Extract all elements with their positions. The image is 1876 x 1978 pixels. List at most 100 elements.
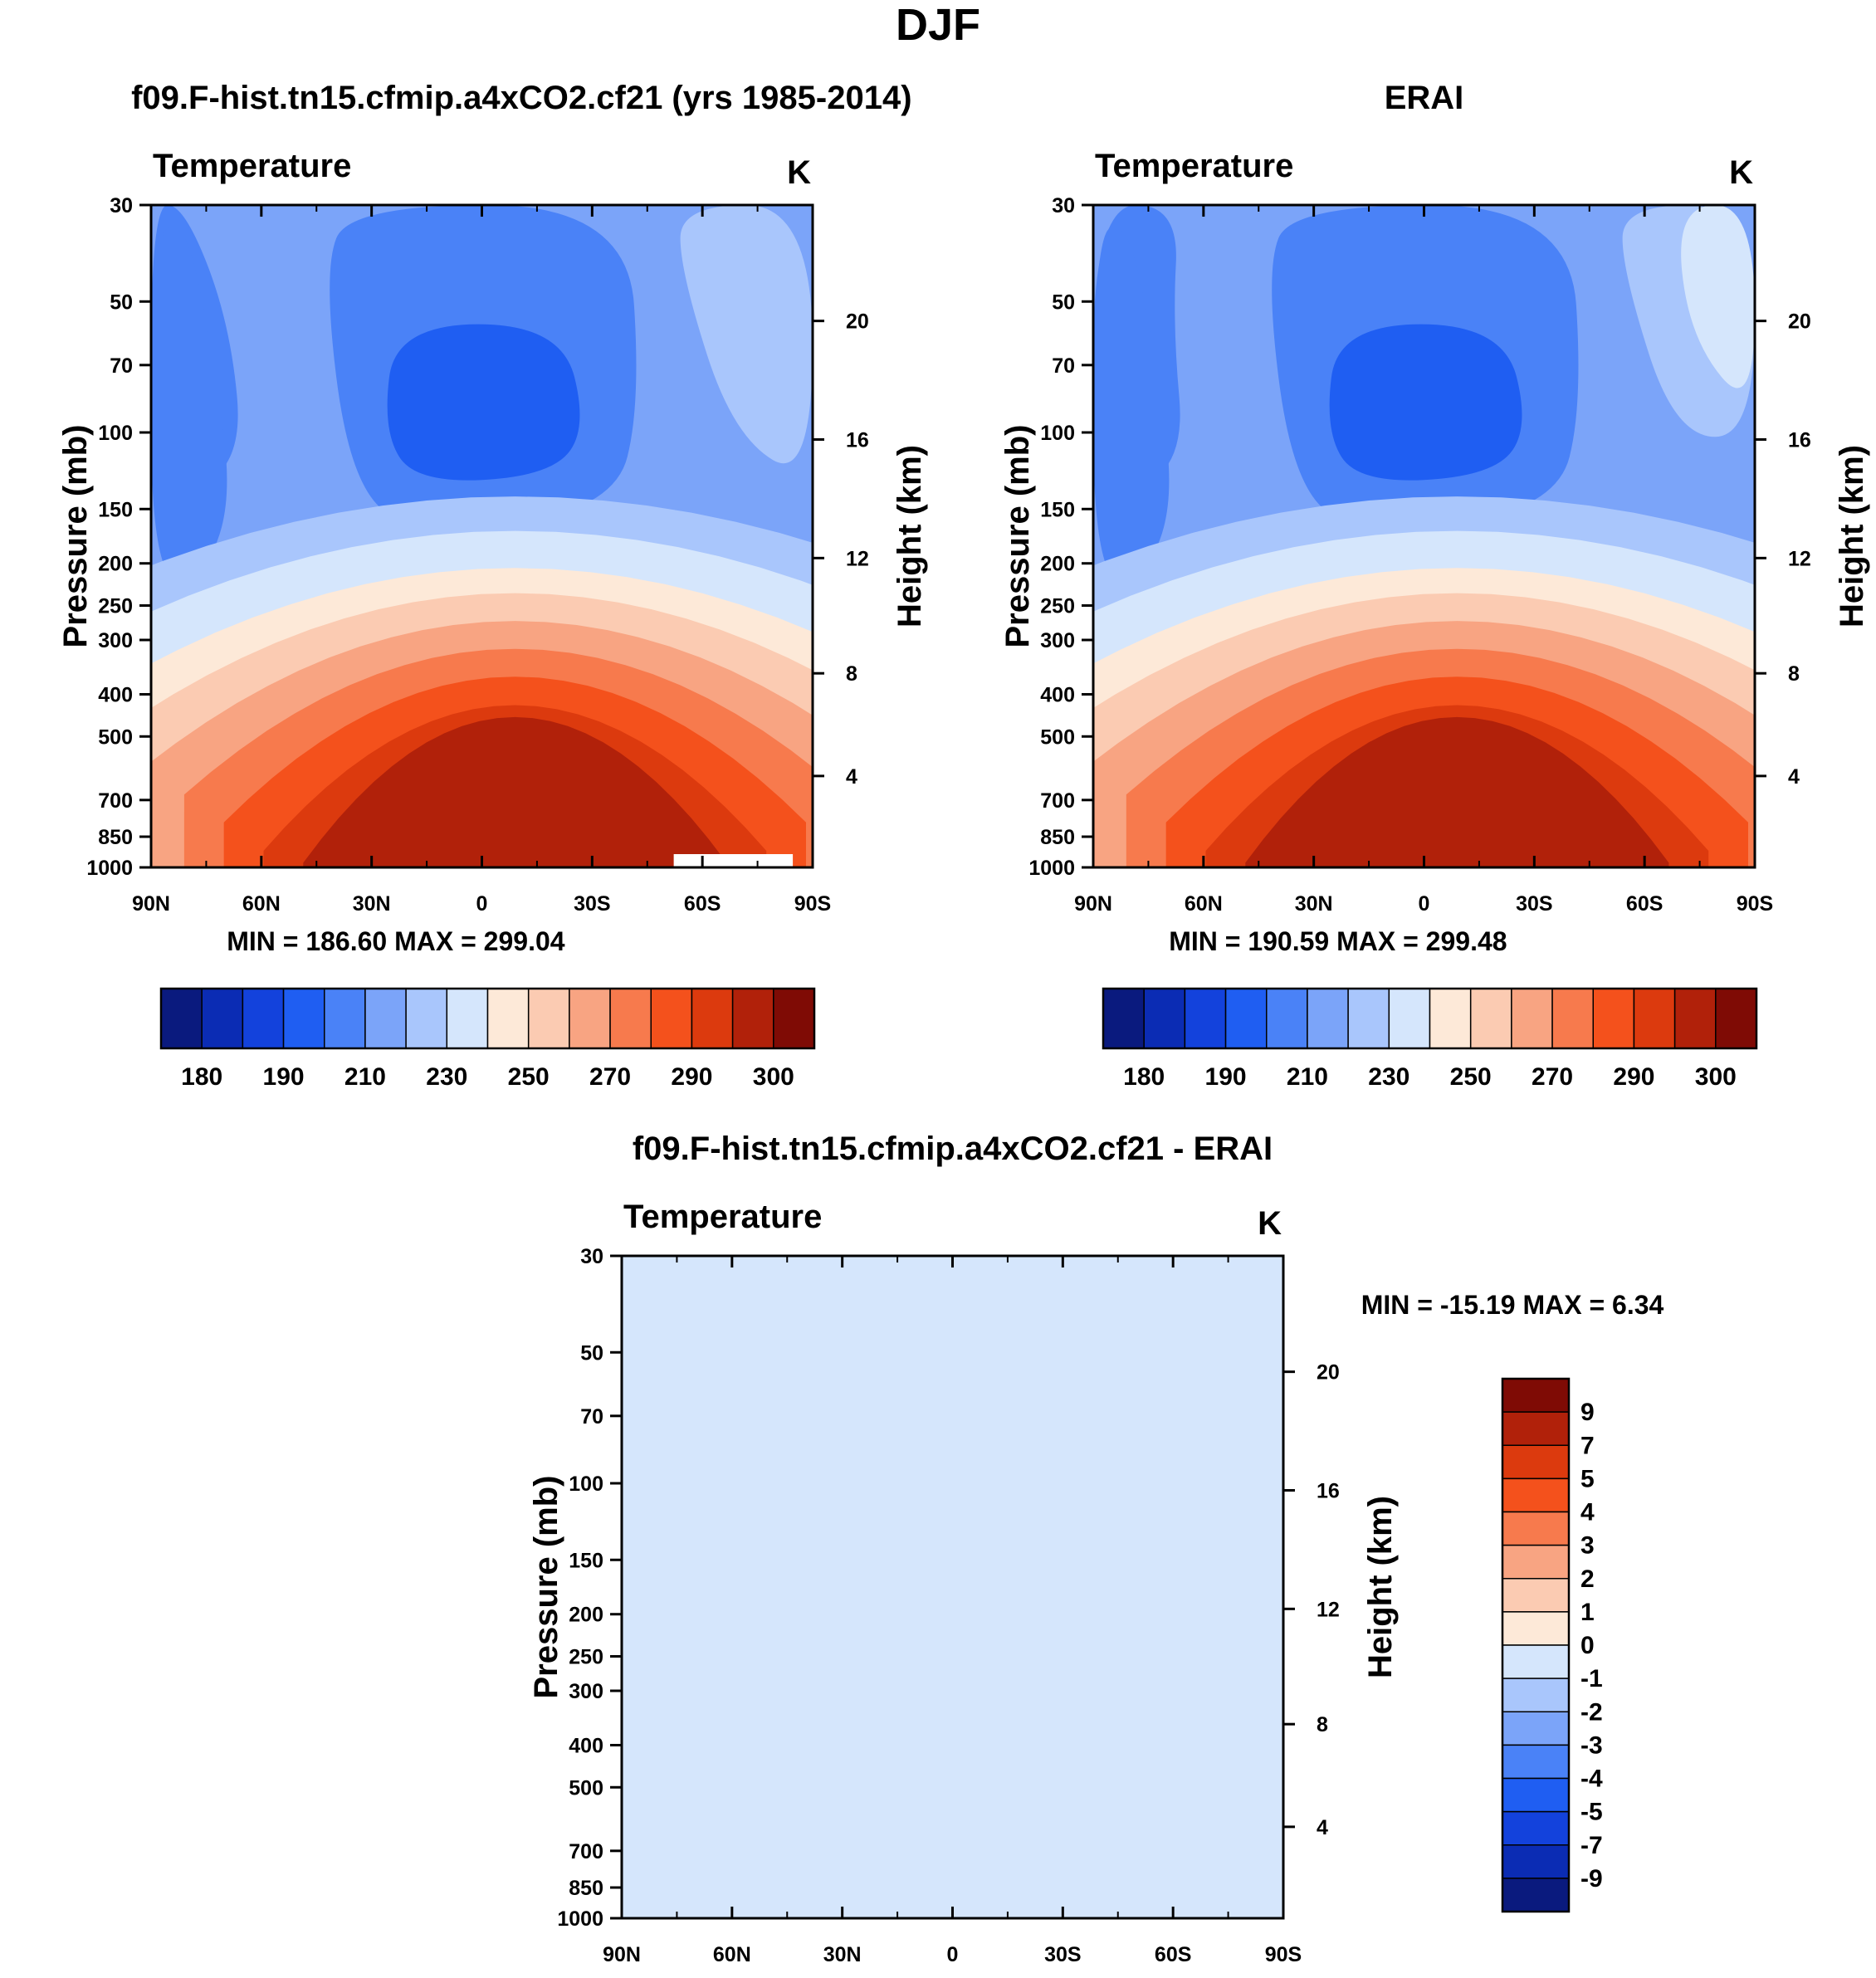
y-tick-label: 50 (1052, 291, 1075, 314)
height-tick-label: 4 (1788, 765, 1800, 789)
y-tick-label: 500 (569, 1776, 603, 1800)
colorbar-box (1502, 1477, 1570, 1513)
min-max-label: MIN = -15.19 MAX = 6.34 (1361, 1290, 1664, 1320)
colorbar-box (1502, 1511, 1570, 1546)
contour-field (622, 1256, 1283, 1918)
y-tick-label: 400 (569, 1734, 603, 1757)
y-tick-label: 50 (580, 1341, 603, 1365)
y-tick-label: 50 (110, 291, 133, 314)
colorbar-label: 1 (1580, 1599, 1595, 1626)
colorbar-box (691, 988, 734, 1049)
y-tick-label: 30 (110, 194, 133, 217)
colorbar-label: 230 (426, 1063, 467, 1091)
colorbar-label: 5 (1580, 1465, 1595, 1492)
contour-band (680, 205, 813, 464)
colorbar-box (527, 988, 570, 1049)
colorbar-box (569, 988, 611, 1049)
height-tick-label: 20 (1317, 1361, 1340, 1385)
height-tick-label: 12 (1317, 1598, 1340, 1621)
colorbar-box (324, 988, 366, 1049)
colorbar-label: 9 (1580, 1399, 1595, 1426)
colorbar-box (1502, 1678, 1570, 1712)
colorbar-label: 290 (1613, 1063, 1654, 1091)
colorbar-frame (159, 987, 816, 1050)
contour-field (1093, 205, 1755, 867)
x-tick-label: 30S (1516, 892, 1552, 916)
y-tick-label: 700 (569, 1840, 603, 1863)
panel-title: f09.F-hist.tn15.cfmip.a4xCO2.cf21 (yrs 1… (131, 80, 911, 116)
colorbar-label: -7 (1580, 1832, 1603, 1859)
colorbar-box (242, 988, 285, 1049)
y-tick-label: 300 (1040, 629, 1075, 652)
colorbar-box (1307, 988, 1349, 1049)
x-tick-label: 30S (574, 892, 610, 916)
colorbar-label: 190 (263, 1063, 305, 1091)
colorbar-box (1502, 1444, 1570, 1480)
x-tick-label: 0 (1419, 892, 1430, 916)
colorbar-box (1469, 988, 1512, 1049)
y-tick-label: 70 (580, 1405, 603, 1429)
colorbar-box (1347, 988, 1390, 1049)
panel-title: ERAI (1385, 80, 1464, 116)
y-tick-label: 300 (569, 1680, 603, 1703)
colorbar-box (1502, 1644, 1570, 1679)
y-tick-label: 70 (110, 354, 133, 378)
y-axis-title: Pressure (mb) (528, 1476, 564, 1699)
contour-band (1681, 205, 1755, 388)
height-tick-label: 16 (1317, 1479, 1340, 1502)
colorbar-box (1502, 1378, 1570, 1413)
colorbar-label: 300 (1695, 1063, 1737, 1091)
y-tick-label: 200 (569, 1604, 603, 1627)
colorbar-box (486, 988, 530, 1049)
colorbar-label: 250 (1450, 1063, 1492, 1091)
colorbar-frame (1501, 1377, 1571, 1913)
colorbar-box (1388, 988, 1431, 1049)
variable-label: Temperature (1095, 148, 1293, 184)
x-tick-label: 90S (794, 892, 831, 916)
y-tick-label: 500 (1040, 725, 1075, 749)
colorbar-box (1429, 988, 1472, 1049)
x-tick-label: 90N (132, 892, 170, 916)
y-tick-label: 400 (1040, 683, 1075, 706)
y-tick-label: 850 (569, 1877, 603, 1900)
x-tick-label: 90N (1074, 892, 1112, 916)
height-tick-label: 20 (1788, 310, 1811, 334)
colorbar-box (364, 988, 407, 1049)
height-tick-label: 16 (1788, 428, 1811, 452)
y-tick-label: 150 (98, 498, 133, 521)
figure-title: DJF (896, 0, 980, 50)
colorbar-label: -2 (1580, 1698, 1603, 1726)
contour-field (151, 205, 813, 867)
colorbar-box (1502, 1544, 1570, 1580)
colorbar-box (1502, 1777, 1570, 1813)
colorbar-box (773, 988, 815, 1049)
x-tick-label: 60S (1155, 1943, 1191, 1966)
y-tick-label: 250 (569, 1646, 603, 1669)
min-max-label: MIN = 186.60 MAX = 299.04 (227, 926, 565, 956)
y-tick-label: 200 (98, 553, 133, 576)
colorbar-label: 0 (1580, 1632, 1595, 1659)
colorbar-box (1502, 1844, 1570, 1879)
y-tick-label: 200 (1040, 553, 1075, 576)
y-tick-label: 300 (98, 629, 133, 652)
colorbar-box (201, 988, 244, 1049)
y-tick-label: 250 (98, 595, 133, 618)
y-tick-label: 250 (1040, 595, 1075, 618)
y-tick-label: 70 (1052, 354, 1075, 378)
colorbar-label: 210 (1287, 1063, 1328, 1091)
height-axis-title: Height (km) (892, 445, 928, 628)
x-tick-label: 90S (1265, 1943, 1302, 1966)
colorbar-box (1502, 1744, 1570, 1780)
y-tick-label: 100 (98, 422, 133, 445)
y-tick-label: 1000 (86, 857, 133, 880)
colorbar-box (1715, 988, 1757, 1049)
colorbar-box (1592, 988, 1635, 1049)
height-axis-title: Height (km) (1362, 1496, 1399, 1678)
height-tick-label: 8 (1788, 662, 1800, 686)
missing-data (673, 854, 794, 867)
colorbar-box (1511, 988, 1553, 1049)
y-tick-label: 700 (98, 789, 133, 813)
colorbar-box (1502, 1810, 1570, 1846)
x-tick-label: 60S (684, 892, 721, 916)
